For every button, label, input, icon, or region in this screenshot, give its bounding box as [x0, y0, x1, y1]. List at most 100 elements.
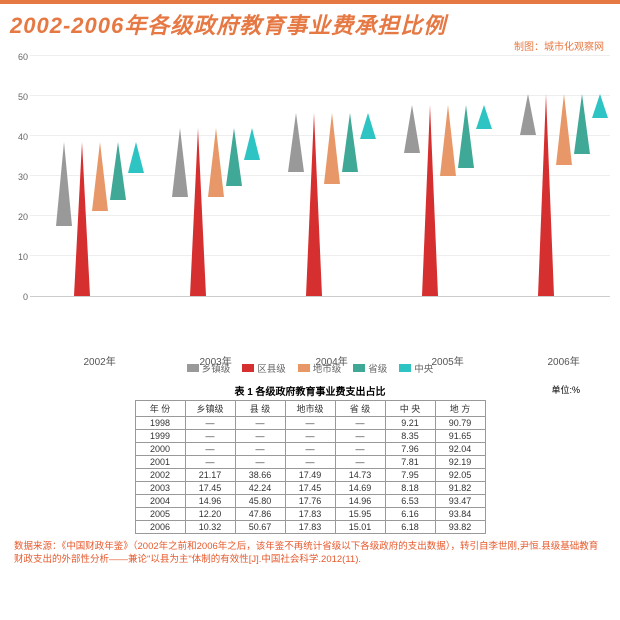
cone-group	[288, 110, 376, 296]
source-note: 数据来源：《中国财政年鉴》（2002年之前和2006年之后，该年鉴不再统计省级以…	[0, 534, 620, 567]
legend-swatch	[187, 364, 199, 372]
table-row: 200317.4542.2417.4514.698.1891.82	[135, 482, 485, 495]
table-row: 1999————8.3591.65	[135, 430, 485, 443]
cone-group	[404, 102, 492, 296]
legend-item: 区县级	[242, 361, 286, 375]
data-table: 年 份乡镇级县 级地市级省 级中 央地 方 1998————9.2190.791…	[135, 400, 486, 534]
table-cell: 15.95	[335, 508, 385, 521]
table-cell: —	[335, 430, 385, 443]
table-cell: —	[185, 443, 235, 456]
cone-乡镇级	[56, 139, 72, 226]
table-cell: 12.20	[185, 508, 235, 521]
table-cell: 17.49	[285, 469, 335, 482]
cone-group	[56, 139, 144, 296]
table-cell: 7.95	[385, 469, 435, 482]
table-cell: 2005	[135, 508, 185, 521]
table-cell: 6.53	[385, 495, 435, 508]
x-tick-label: 2006年	[547, 353, 579, 368]
table-cell: 17.83	[285, 521, 335, 534]
x-tick-label: 2004年	[315, 353, 347, 368]
cone-中央	[592, 91, 608, 118]
table-cell: 42.24	[235, 482, 285, 495]
y-tick-label: 0	[23, 292, 28, 302]
cone-group	[172, 125, 260, 296]
table-cell: —	[235, 417, 285, 430]
table-cell: —	[335, 443, 385, 456]
table-cell: 17.45	[285, 482, 335, 495]
cone-中央	[476, 102, 492, 129]
cone-地市级	[324, 110, 340, 184]
table-cell: 2000	[135, 443, 185, 456]
table-cell: 2003	[135, 482, 185, 495]
subtitle: 制图：城市化观察网	[0, 38, 620, 53]
cone-地市级	[440, 102, 456, 176]
table-cell: 50.67	[235, 521, 285, 534]
table-header: 地 方	[435, 401, 485, 417]
cone-乡镇级	[520, 91, 536, 135]
table-cell: 93.82	[435, 521, 485, 534]
table-header: 年 份	[135, 401, 185, 417]
table-cell: 14.69	[335, 482, 385, 495]
table-cell: 2002	[135, 469, 185, 482]
table-cell: —	[335, 456, 385, 469]
cone-省级	[342, 110, 358, 172]
cone-地市级	[208, 125, 224, 197]
legend-swatch	[298, 364, 310, 372]
y-tick-label: 30	[18, 172, 28, 182]
cone-group	[520, 91, 608, 296]
cone-地市级	[92, 139, 108, 211]
table-row: 200221.1738.6617.4914.737.9592.05	[135, 469, 485, 482]
cone-中央	[360, 110, 376, 139]
cone-区县级	[422, 102, 438, 296]
table-cell: 2001	[135, 456, 185, 469]
table-cell: —	[235, 456, 285, 469]
gridline	[30, 55, 610, 56]
cone-区县级	[74, 139, 90, 296]
table-row: 2001————7.8192.19	[135, 456, 485, 469]
table-cell: 91.82	[435, 482, 485, 495]
legend-swatch	[399, 364, 411, 372]
table-cell: —	[335, 417, 385, 430]
table-cell: 14.96	[335, 495, 385, 508]
page-title: 2002-2006年各级政府教育事业费承担比例	[0, 4, 620, 40]
table-title: 表 1 各级政府教育事业费支出占比 单位:%	[0, 383, 620, 398]
table-cell: 6.18	[385, 521, 435, 534]
legend-label: 区县级	[257, 361, 286, 375]
table-cell: —	[185, 456, 235, 469]
table-cell: 14.73	[335, 469, 385, 482]
y-tick-label: 10	[18, 252, 28, 262]
legend-item: 中央	[399, 361, 433, 375]
table-cell: 17.45	[185, 482, 235, 495]
table-cell: 92.04	[435, 443, 485, 456]
table-cell: 10.32	[185, 521, 235, 534]
cone-乡镇级	[172, 125, 188, 197]
y-tick-label: 50	[18, 92, 28, 102]
x-tick-label: 2005年	[431, 353, 463, 368]
table-cell: 93.84	[435, 508, 485, 521]
y-tick-label: 20	[18, 212, 28, 222]
table-cell: 2006	[135, 521, 185, 534]
table-cell: 17.83	[285, 508, 335, 521]
table-cell: —	[235, 443, 285, 456]
table-cell: —	[285, 443, 335, 456]
table-cell: 1999	[135, 430, 185, 443]
cone-中央	[244, 125, 260, 160]
table-cell: 21.17	[185, 469, 235, 482]
table-header: 地市级	[285, 401, 335, 417]
table-cell: 17.76	[285, 495, 335, 508]
table-header: 省 级	[335, 401, 385, 417]
table-cell: 38.66	[235, 469, 285, 482]
table-cell: —	[285, 456, 335, 469]
table-cell: 7.96	[385, 443, 435, 456]
legend-label: 省级	[368, 361, 387, 375]
cone-地市级	[556, 91, 572, 165]
cone-中央	[128, 139, 144, 173]
table-cell: 9.21	[385, 417, 435, 430]
table-cell: 47.86	[235, 508, 285, 521]
x-tick-label: 2003年	[199, 353, 231, 368]
table-cell: —	[235, 430, 285, 443]
table-cell: 1998	[135, 417, 185, 430]
legend-swatch	[353, 364, 365, 372]
table-header: 中 央	[385, 401, 435, 417]
legend-item: 省级	[353, 361, 387, 375]
